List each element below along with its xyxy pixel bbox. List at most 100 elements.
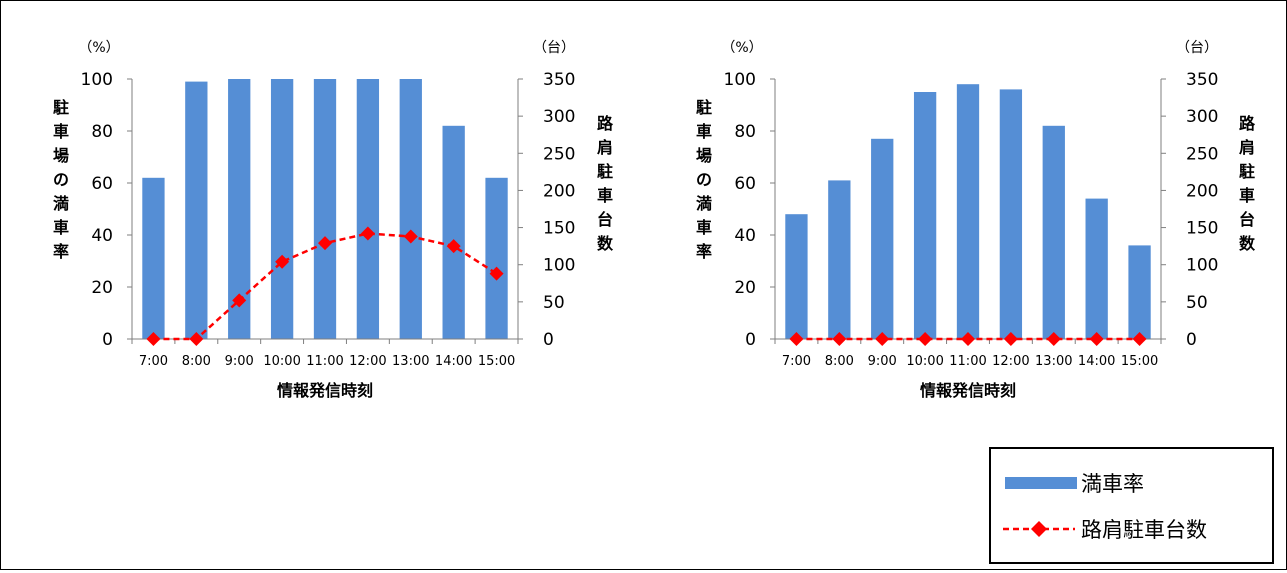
y-tick-label-left: 100 [724, 70, 756, 90]
line-point [832, 332, 847, 346]
y-tick-label-right: 0 [1186, 330, 1197, 350]
bar [142, 177, 165, 339]
legend: 満車率 路肩駐車台数 [989, 447, 1274, 564]
x-tick-label: 8:00 [825, 354, 854, 369]
y-tick-label-right: 50 [1186, 293, 1208, 313]
bar [828, 180, 851, 339]
line-point [789, 332, 804, 346]
y-axis-title-right: 路肩駐車台数 [597, 114, 614, 253]
y-tick-label-right: 150 [543, 219, 575, 239]
bar [356, 79, 380, 339]
y-tick-label-left: 60 [734, 174, 756, 194]
y-tick-label-left: 60 [91, 174, 113, 194]
y-tick-label-left: 0 [745, 330, 756, 350]
bar [313, 79, 337, 339]
x-axis-title: 情報発信時刻 [920, 381, 1016, 400]
bar [228, 79, 251, 339]
x-tick-label: 12:00 [992, 354, 1029, 369]
line-point [918, 332, 933, 346]
y-unit-right: （台） [1176, 40, 1218, 56]
y-axis-title-left: 駐車場の満車率 [696, 98, 712, 261]
x-tick-label: 14:00 [1078, 354, 1115, 369]
chart-right: 0 20 40 60 80 100 0 50 100 150 200 250 300 350 7:00 8:0… [696, 40, 1256, 400]
y-tick-label-right: 250 [1186, 144, 1218, 164]
line-point [275, 254, 290, 269]
line-point [961, 332, 975, 346]
line-point [875, 332, 890, 346]
bar [1042, 125, 1065, 339]
bar [999, 89, 1023, 340]
line-point [1132, 332, 1147, 346]
y-axis-title-left: 駐車場の満車率 [53, 98, 69, 261]
y-tick-label-right: 100 [543, 256, 575, 276]
x-tick-label: 12:00 [349, 354, 386, 369]
bar [785, 214, 808, 339]
bar [1085, 198, 1108, 339]
bar [485, 177, 508, 339]
y-tick-label-right: 350 [543, 70, 575, 90]
x-tick-label: 14:00 [435, 354, 472, 369]
line-point [146, 332, 161, 346]
line-point [1003, 332, 1018, 346]
bar [913, 92, 937, 339]
x-tick-label: 10:00 [906, 354, 943, 369]
legend-bar-label: 満車率 [1081, 472, 1144, 496]
x-tick-label: 11:00 [949, 354, 986, 369]
y-tick-label-left: 80 [734, 122, 756, 142]
y-tick-label-right: 50 [543, 293, 565, 313]
y-tick-label-right: 200 [1186, 181, 1218, 201]
y-tick-label-left: 80 [91, 122, 113, 142]
x-tick-label: 15:00 [1121, 354, 1158, 369]
line-point [403, 229, 418, 244]
y-axis-title-right: 路肩駐車台数 [1239, 114, 1256, 253]
bar [185, 81, 208, 339]
y-tick-label-right: 0 [543, 330, 554, 350]
chart-left: 0 20 40 60 80 100 0 50 100 150 200 250 300 350 7:00 8:0… [53, 40, 614, 400]
y-tick-label-right: 150 [1186, 219, 1218, 239]
legend-line-marker [1031, 521, 1047, 537]
x-axis-title: 情報発信時刻 [277, 381, 373, 400]
y-unit-right: （台） [533, 40, 575, 56]
line-point [1089, 332, 1104, 346]
x-tick-label: 9:00 [868, 354, 897, 369]
x-tick-label: 9:00 [225, 354, 254, 369]
line-point [318, 236, 332, 251]
y-tick-label-left: 20 [734, 278, 756, 298]
line-point [189, 332, 204, 346]
bar [1128, 245, 1151, 339]
y-tick-label-left: 40 [734, 226, 756, 246]
y-tick-label-left: 20 [91, 278, 113, 298]
bar [871, 138, 894, 339]
legend-bar-swatch [1005, 477, 1077, 489]
y-tick-label-right: 300 [543, 107, 575, 127]
x-tick-label: 13:00 [1035, 354, 1072, 369]
bar [956, 84, 980, 339]
y-unit-left: （%） [721, 40, 762, 56]
y-unit-left: （%） [78, 40, 119, 56]
y-tick-label-left: 40 [91, 226, 113, 246]
line-point [489, 266, 504, 281]
x-tick-label: 11:00 [306, 354, 343, 369]
x-tick-label: 7:00 [139, 354, 168, 369]
bar [270, 79, 294, 339]
x-tick-label: 8:00 [182, 354, 211, 369]
line-point [1046, 332, 1061, 346]
y-tick-label-right: 100 [1186, 256, 1218, 276]
line-point [360, 226, 375, 241]
y-tick-label-left: 100 [81, 70, 113, 90]
y-tick-label-right: 300 [1186, 107, 1218, 127]
bar [442, 125, 465, 339]
y-tick-label-right: 250 [543, 144, 575, 164]
legend-box [989, 447, 1274, 564]
line-point [446, 239, 461, 254]
x-tick-label: 10:00 [263, 354, 300, 369]
legend-line-label: 路肩駐車台数 [1081, 518, 1207, 542]
x-tick-label: 13:00 [392, 354, 429, 369]
y-tick-label-left: 0 [102, 330, 113, 350]
y-tick-label-right: 350 [1186, 70, 1218, 90]
y-tick-label-right: 200 [543, 181, 575, 201]
x-tick-label: 7:00 [782, 354, 811, 369]
bar [399, 79, 422, 339]
